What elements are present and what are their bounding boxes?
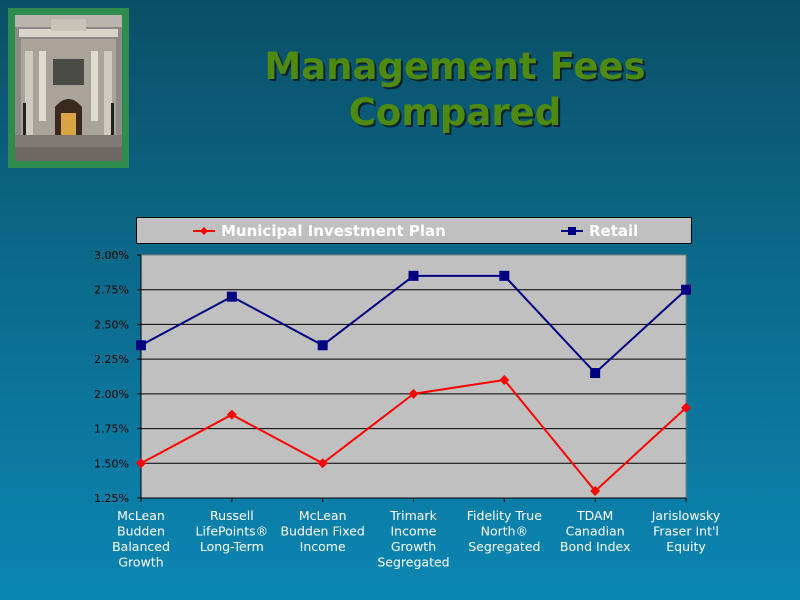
x-tick-label-line: Canadian	[566, 524, 625, 539]
x-tick-label-line: LifePoints®	[196, 524, 269, 539]
y-tick-label: 2.00%	[94, 388, 129, 401]
x-tick-label-line: Segregated	[377, 555, 449, 570]
y-tick-label: 1.50%	[94, 457, 129, 470]
city-building-photo	[15, 15, 122, 161]
y-tick-label: 1.25%	[94, 492, 129, 505]
data-point-diamond	[408, 388, 419, 399]
x-tick-label-line: Jarislowsky	[651, 508, 721, 523]
x-tick-label-line: Budden	[117, 524, 165, 539]
x-tick-label: Trimark Income Growth Segregated	[377, 508, 449, 570]
x-tick-label-line: North®	[481, 524, 528, 539]
y-tick-label: 3.00%	[94, 249, 129, 262]
series-group	[136, 270, 691, 497]
building-photo	[8, 8, 129, 168]
plot-area	[140, 254, 687, 499]
legend-item-municipal: Municipal Investment Plan	[193, 218, 446, 243]
data-point-square	[408, 270, 419, 281]
x-tick-label: Russell LifePoints® Long-Term	[196, 508, 269, 554]
x-tick-label-line: Growth	[391, 539, 436, 554]
x-tick-label-line: McLean	[299, 508, 347, 523]
x-tick-label-line: Trimark	[389, 508, 437, 523]
legend-label-retail: Retail	[589, 221, 639, 240]
data-point-diamond	[136, 458, 146, 469]
data-point-square	[226, 291, 237, 302]
x-tick-label-line: Bond Index	[560, 539, 630, 554]
x-tick-label-line: Budden Fixed	[280, 524, 364, 539]
y-tick-label: 2.75%	[94, 284, 129, 297]
legend-item-retail: Retail	[561, 218, 638, 243]
y-tick-label: 2.25%	[94, 353, 129, 366]
title-line-2: Compared	[348, 91, 562, 134]
x-tick-label-line: McLean	[117, 508, 165, 523]
data-point-square	[136, 340, 146, 351]
data-point-diamond	[499, 374, 510, 385]
data-point-diamond	[226, 409, 237, 420]
x-tick-label-line: TDAM	[576, 508, 613, 523]
data-point-diamond	[681, 402, 691, 413]
chart-legend: Municipal Investment Plan Retail	[136, 217, 692, 244]
x-tick-label-line: Income	[391, 524, 437, 539]
legend-label-municipal: Municipal Investment Plan	[221, 221, 446, 240]
x-tick-label: McLean Budden Fixed Income	[280, 508, 364, 554]
x-tick-label-line: Balanced	[112, 539, 170, 554]
x-tick-label-line: Long-Term	[200, 539, 264, 554]
data-point-square	[317, 340, 328, 351]
x-tick-label: Jarislowsky Fraser Int'l Equity	[651, 508, 721, 554]
y-tick-label: 1.75%	[94, 423, 129, 436]
legend-square-marker-icon	[561, 226, 583, 235]
x-tick-label-line: Segregated	[468, 539, 540, 554]
slide-title: Management Fees Compared	[200, 44, 710, 136]
x-tick-label: Fidelity True North® Segregated	[467, 508, 542, 554]
data-point-square	[590, 368, 601, 379]
x-tick-label: McLean Budden Balanced Growth	[112, 508, 170, 570]
data-point-diamond	[590, 486, 601, 497]
x-tick-label-line: Fidelity True	[467, 508, 542, 523]
data-point-square	[681, 284, 691, 295]
title-line-1: Management Fees	[264, 45, 646, 88]
x-tick-label-line: Income	[300, 539, 346, 554]
y-tick-label: 2.50%	[94, 318, 129, 331]
x-tick-label-line: Fraser Int'l	[653, 524, 719, 539]
y-axis: 3.00% 2.75% 2.50% 2.25% 2.00% 1.75% 1.50% 1.25%	[94, 249, 142, 505]
data-point-square	[499, 270, 510, 281]
x-tick-label: TDAM Canadian Bond Index	[560, 508, 630, 554]
x-tick-label-line: Growth	[118, 555, 163, 570]
x-tick-label-line: Russell	[210, 508, 254, 523]
data-point-diamond	[317, 458, 328, 469]
legend-diamond-marker-icon	[193, 226, 215, 235]
x-tick-label-line: Equity	[666, 539, 706, 554]
